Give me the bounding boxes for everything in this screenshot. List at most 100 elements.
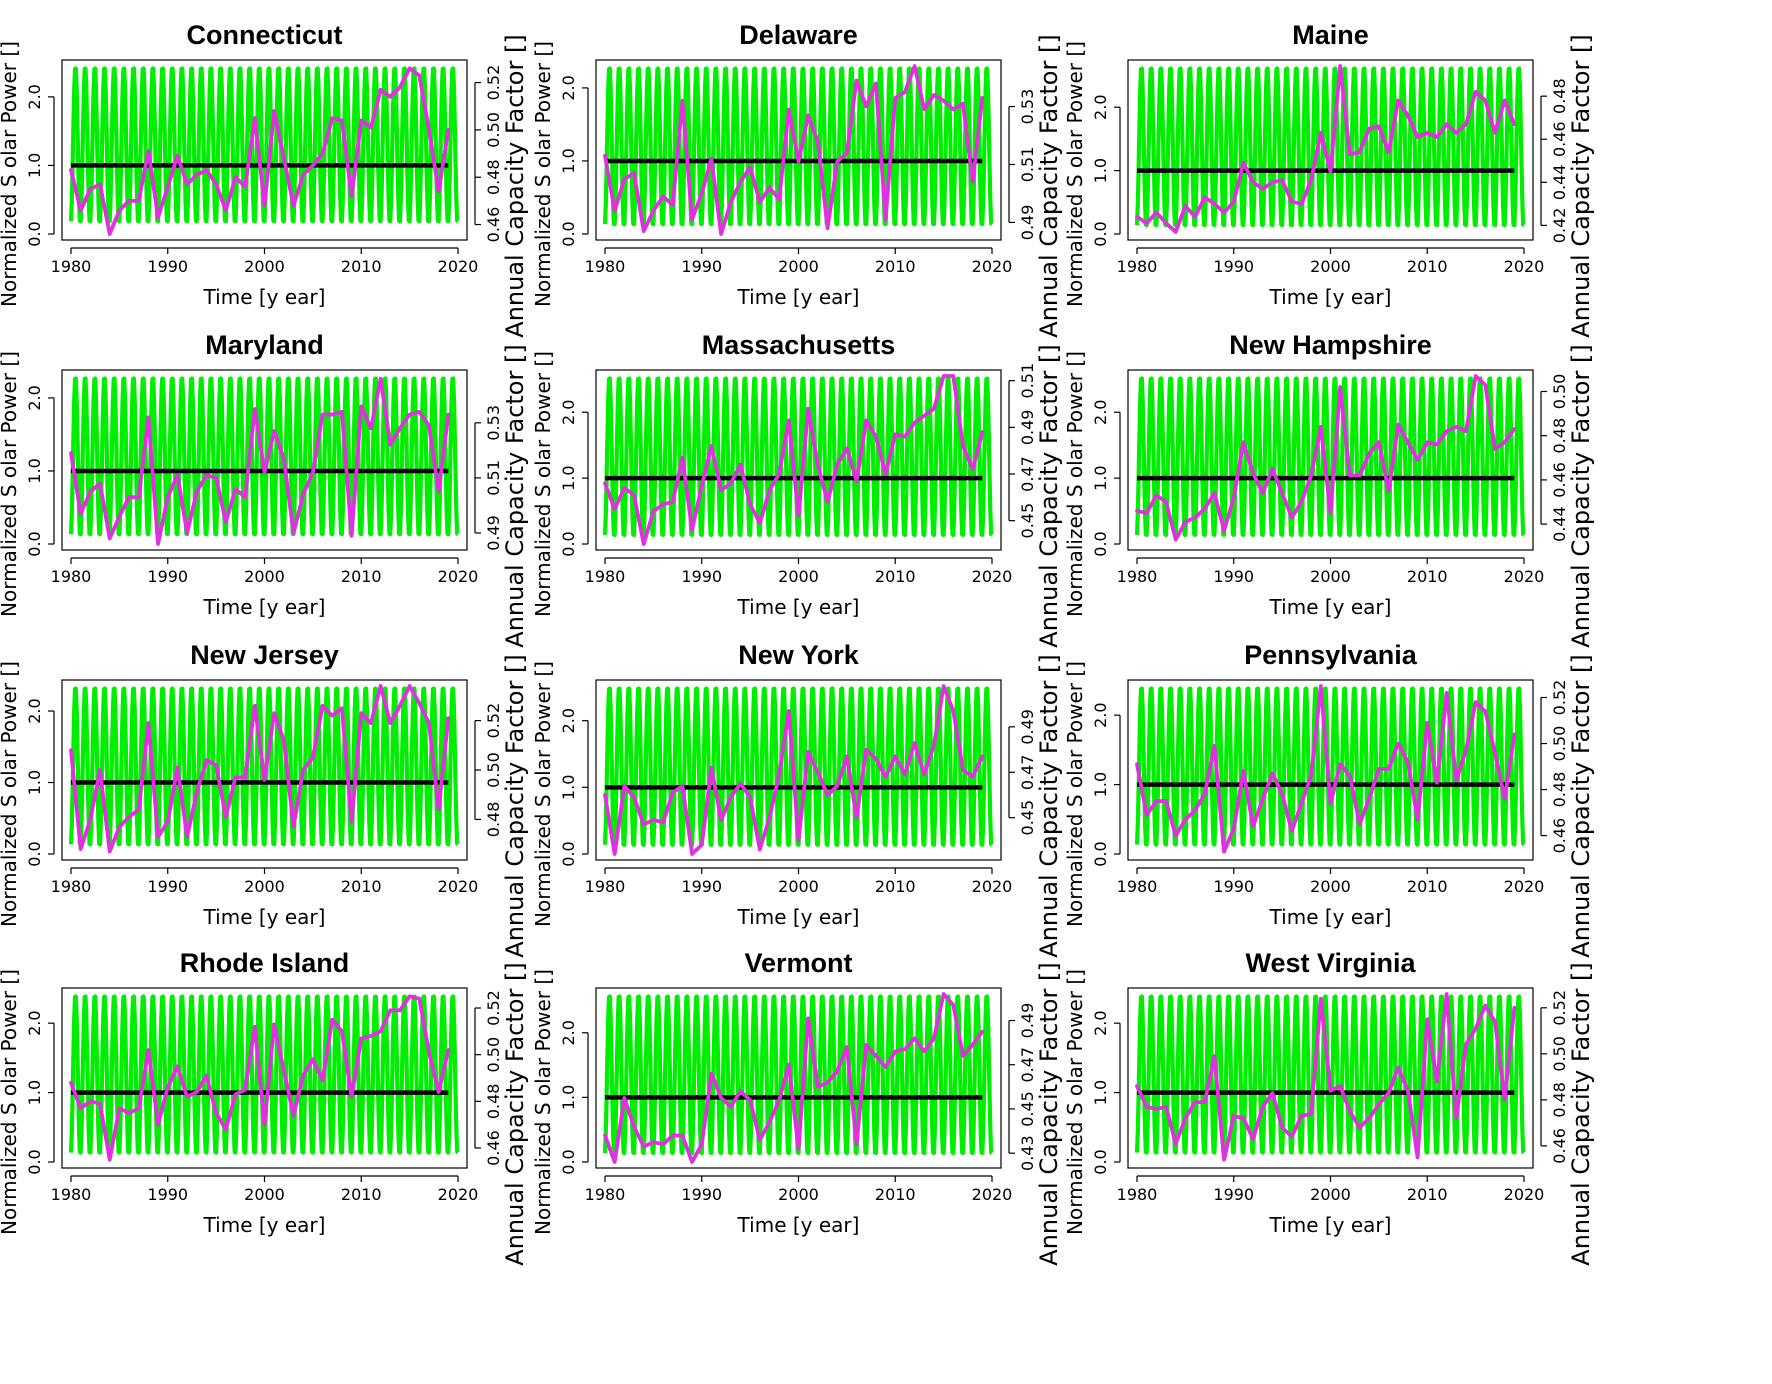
right-tick-label: 0.49: [1018, 410, 1037, 446]
right-axis-title: Annual Capacity Factor []: [1567, 962, 1595, 1265]
panel-title: Massachusetts: [702, 330, 896, 360]
left-tick-label: 1.0: [559, 775, 578, 800]
left-tick-label: 2.0: [1091, 702, 1110, 727]
x-tick-label: 2020: [972, 1185, 1013, 1204]
plot-frame: [595, 987, 1002, 1169]
monthly-normalized-power-series: [1134, 376, 1526, 537]
x-tick-label: 1980: [1117, 1185, 1158, 1204]
right-tick-label: 0.52: [484, 990, 503, 1026]
right-tick-label: 0.50: [484, 112, 503, 148]
x-tick-label: 2020: [438, 1185, 479, 1204]
annual-capacity-factor-series: [69, 994, 451, 1162]
left-tick-label: 2.0: [1091, 1010, 1110, 1035]
right-axis-title: Annual Capacity Factor []: [1567, 34, 1595, 337]
left-tick-label: 0.0: [25, 1149, 44, 1174]
left-tick-label: 2.0: [559, 708, 578, 733]
right-axis-title: Annual Capacity Factor []: [1035, 962, 1063, 1265]
x-tick-label: 1990: [147, 257, 188, 276]
x-tick-label: 2000: [778, 257, 819, 276]
right-tick-label: 0.45: [1018, 1091, 1037, 1127]
x-tick-label: 2010: [1407, 877, 1448, 896]
left-tick-label: 0.0: [1091, 841, 1110, 866]
x-tick-label: 2010: [875, 257, 916, 276]
x-tick-label: 2020: [1504, 257, 1545, 276]
x-tick-label: 2000: [1310, 877, 1351, 896]
left-tick-label: 1.0: [25, 770, 44, 795]
panel-maryland: Maryland 1980 1990 2000 2010 2020 Time [y ear]…: [0, 330, 529, 648]
x-tick-label: 1980: [1117, 567, 1158, 586]
right-tick-label: 0.46: [1550, 121, 1569, 157]
left-tick-label: 1.0: [25, 153, 44, 178]
panel-massachusetts: Massachusetts 1980 1990 2000 2010 2020 Time [y…: [531, 330, 1063, 648]
left-tick-label: 2.0: [25, 1010, 44, 1035]
x-tick-label: 2020: [1504, 567, 1545, 586]
panel-west-virginia: West Virginia 1980 1990 2000 2010 2020 Time [y…: [1063, 948, 1595, 1266]
x-tick-label: 1990: [1213, 877, 1254, 896]
left-tick-label: 0.0: [559, 221, 578, 246]
x-axis-title: Time [y ear]: [203, 285, 326, 309]
plot-frame: [595, 59, 1002, 241]
annual-capacity-factor-series: [1135, 992, 1517, 1162]
left-tick-label: 2.0: [25, 698, 44, 723]
right-tick-label: 0.44: [1550, 164, 1569, 200]
right-tick-label: 0.46: [1550, 462, 1569, 498]
left-axis-title: Normalized S olar Power []: [531, 969, 555, 1235]
plot-frame: [1127, 679, 1534, 861]
panel-title: Delaware: [739, 20, 858, 50]
left-tick-label: 0.0: [1091, 1149, 1110, 1174]
right-tick-label: 0.46: [484, 1130, 503, 1166]
x-tick-label: 2010: [875, 877, 916, 896]
right-tick-label: 0.50: [484, 752, 503, 788]
left-tick-label: 2.0: [559, 400, 578, 425]
annual-capacity-factor-series: [603, 684, 985, 856]
x-tick-label: 2020: [438, 257, 479, 276]
right-tick-label: 0.49: [1018, 205, 1037, 241]
x-tick-label: 2020: [438, 567, 479, 586]
x-axis-title: Time [y ear]: [1269, 285, 1392, 309]
x-tick-label: 2000: [1310, 1185, 1351, 1204]
right-tick-label: 0.47: [1018, 456, 1037, 492]
right-tick-label: 0.48: [1550, 772, 1569, 808]
right-tick-label: 0.48: [1550, 1082, 1569, 1118]
x-tick-label: 2000: [778, 877, 819, 896]
right-axis-title: Annual Capacity Factor []: [1035, 34, 1063, 337]
monthly-normalized-power-series: [68, 994, 460, 1155]
x-tick-label: 1990: [681, 1185, 722, 1204]
right-tick-label: 0.52: [1550, 990, 1569, 1026]
left-tick-label: 0.0: [25, 841, 44, 866]
right-tick-label: 0.46: [1550, 1128, 1569, 1164]
x-tick-label: 1990: [1213, 567, 1254, 586]
x-axis-title: Time [y ear]: [203, 1213, 326, 1237]
right-tick-label: 0.50: [1550, 1036, 1569, 1072]
x-axis-title: Time [y ear]: [737, 285, 860, 309]
right-tick-label: 0.52: [484, 703, 503, 739]
x-axis-title: Time [y ear]: [1269, 905, 1392, 929]
left-tick-label: 2.0: [559, 1020, 578, 1045]
left-tick-label: 2.0: [25, 84, 44, 109]
x-tick-label: 2000: [1310, 257, 1351, 276]
left-tick-label: 1.0: [559, 465, 578, 490]
x-tick-label: 2020: [438, 877, 479, 896]
left-tick-label: 0.0: [559, 841, 578, 866]
left-tick-label: 1.0: [25, 458, 44, 483]
right-axis-title: Annual Capacity Factor []: [1567, 654, 1595, 957]
panel-new-york: New York 1980 1990 2000 2010 2020 Time [y ear]…: [531, 640, 1063, 958]
x-tick-label: 2010: [875, 1185, 916, 1204]
annual-capacity-factor-series: [69, 376, 451, 546]
plot-frame: [61, 679, 468, 861]
x-tick-label: 2010: [1407, 257, 1448, 276]
right-axis-title: Annual Capacity Factor []: [1035, 344, 1063, 647]
right-tick-label: 0.48: [484, 1084, 503, 1120]
left-axis-title: Normalized S olar Power []: [0, 969, 21, 1235]
x-tick-label: 2010: [1407, 1185, 1448, 1204]
annual-capacity-factor-series: [1135, 64, 1517, 234]
right-tick-label: 0.53: [484, 405, 503, 441]
right-tick-label: 0.52: [484, 65, 503, 101]
panel-title: Rhode Island: [180, 948, 350, 978]
monthly-normalized-power-series: [602, 686, 994, 847]
right-tick-label: 0.42: [1550, 208, 1569, 244]
annual-capacity-factor-series: [603, 64, 985, 236]
x-axis-title: Time [y ear]: [737, 595, 860, 619]
right-tick-label: 0.51: [1018, 363, 1037, 399]
